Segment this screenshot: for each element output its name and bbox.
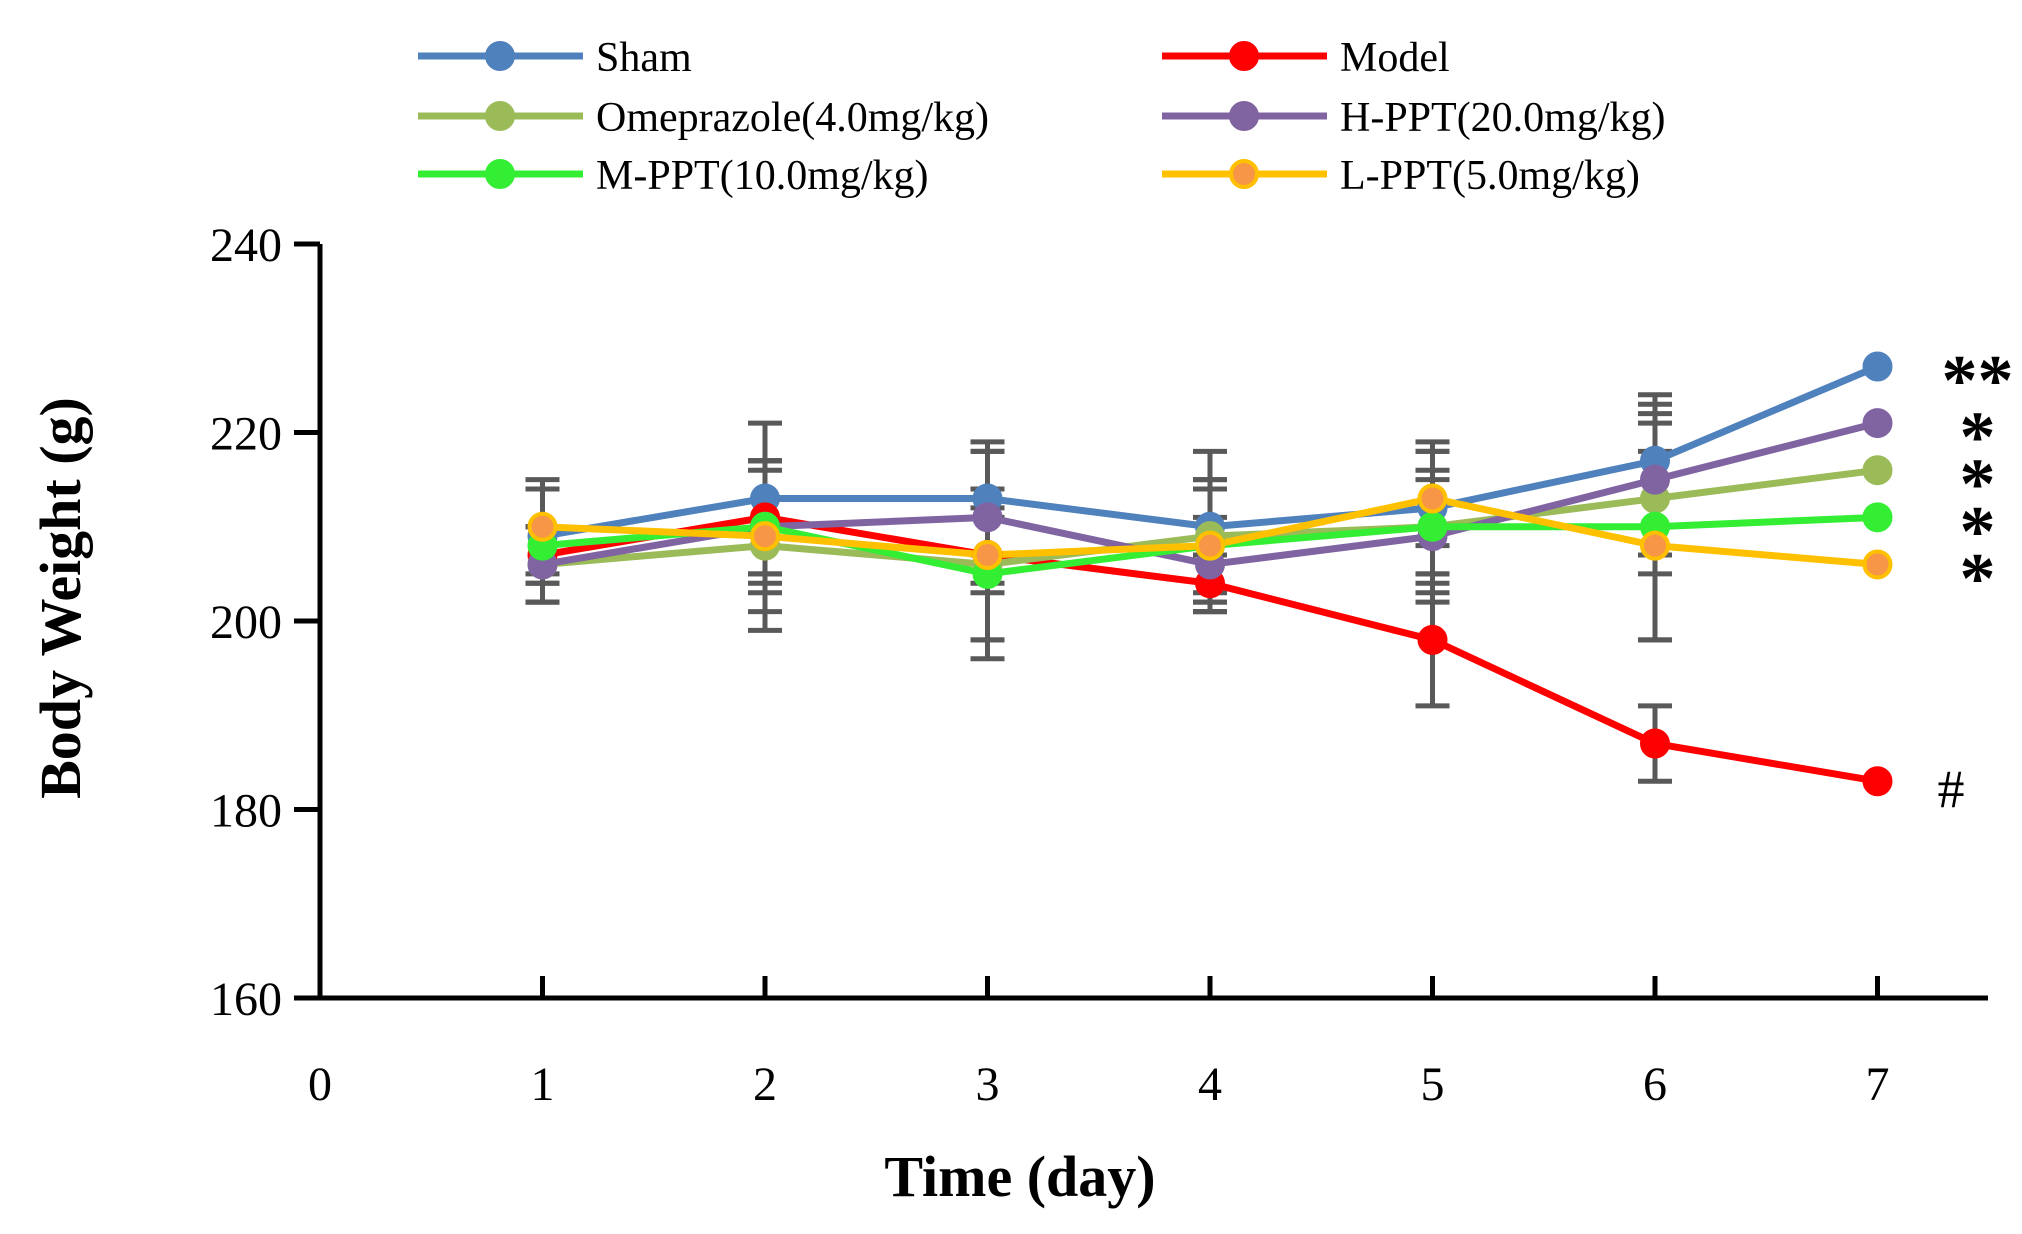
legend-label: Sham (596, 35, 692, 81)
data-point-l-ppt-5-0mg-kg (527, 511, 558, 542)
legend-marker-swatch (485, 159, 515, 189)
legend-marker-swatch (485, 41, 515, 71)
x-tick-label: 0 (308, 1058, 332, 1111)
x-tick-label: 4 (1198, 1058, 1222, 1111)
legend-label: L-PPT(5.0mg/kg) (1340, 153, 1640, 199)
y-tick-label: 240 (210, 219, 282, 272)
ticks: 0 1 2 3 4 5 6 7 160 180 200 220 240 (210, 219, 1890, 1111)
x-tick-label: 5 (1421, 1058, 1445, 1111)
data-point-sham (1862, 351, 1893, 382)
x-tick-label: 7 (1866, 1058, 1890, 1111)
annotation-m-ppt-10-0mg-kg: * (1960, 491, 1996, 571)
data-point-l-ppt-5-0mg-kg (1195, 530, 1225, 561)
data-point-model (1640, 728, 1670, 759)
legend-item-m-ppt-10-0mg-kg: M-PPT(10.0mg/kg) (418, 153, 929, 199)
legend-item-l-ppt-5-0mg-kg: L-PPT(5.0mg/kg) (1162, 153, 1640, 199)
legend-marker-swatch (1229, 101, 1259, 131)
y-tick-label: 220 (210, 408, 282, 461)
legend-item-h-ppt-20-0mg-kg: H-PPT(20.0mg/kg) (1162, 95, 1666, 141)
data-point-model (1417, 624, 1448, 655)
error-bars (525, 392, 1672, 784)
data-point-m-ppt-10-0mg-kg (1417, 511, 1448, 542)
data-point-l-ppt-5-0mg-kg (1640, 530, 1670, 561)
annotation-h-ppt-20-0mg-kg: * (1960, 397, 1996, 477)
annotation-sham: ** (1942, 341, 2014, 421)
legend-item-model: Model (1162, 35, 1450, 81)
x-tick-label: 2 (753, 1058, 777, 1111)
data-point-h-ppt-20-0mg-kg (972, 502, 1003, 533)
y-tick-label: 180 (210, 785, 282, 838)
y-tick-label: 160 (210, 973, 282, 1026)
data-point-l-ppt-5-0mg-kg (1862, 549, 1893, 580)
y-axis-title: Body Weight (g) (28, 397, 93, 799)
legend-marker-swatch (485, 101, 515, 131)
data-point-l-ppt-5-0mg-kg (972, 540, 1003, 571)
data-point-h-ppt-20-0mg-kg (1640, 464, 1670, 495)
data-point-l-ppt-5-0mg-kg (750, 521, 780, 552)
data-point-l-ppt-5-0mg-kg (1417, 483, 1448, 514)
data-point-model (1862, 766, 1893, 797)
axes (317, 244, 1988, 1001)
legend-marker-swatch (1229, 41, 1259, 71)
x-tick-label: 1 (531, 1058, 555, 1111)
legend-item-omeprazole-4-0mg-kg: Omeprazole(4.0mg/kg) (418, 95, 989, 141)
annotation-model: # (1938, 759, 1965, 819)
x-tick-label: 3 (976, 1058, 1000, 1111)
y-tick-label: 200 (210, 596, 282, 649)
data-point-omeprazole-4-0mg-kg (1862, 455, 1893, 486)
data-point-h-ppt-20-0mg-kg (1862, 408, 1893, 439)
legend-label: Omeprazole(4.0mg/kg) (596, 95, 989, 141)
data-point-m-ppt-10-0mg-kg (1862, 502, 1893, 533)
x-tick-label: 6 (1643, 1058, 1667, 1111)
annotation-l-ppt-5-0mg-kg: * (1960, 538, 1996, 618)
markers (527, 351, 1893, 797)
legend-label: Model (1340, 35, 1450, 81)
significance-annotations: **#**** (1938, 341, 2014, 820)
legend: Sham Model Omeprazole(4.0mg/kg) H-PPT(20.0m… (418, 35, 1666, 199)
legend-item-sham: Sham (418, 35, 692, 81)
legend-marker-swatch (1229, 159, 1259, 189)
annotation-omeprazole-4-0mg-kg: * (1960, 444, 1996, 524)
legend-label: M-PPT(10.0mg/kg) (596, 153, 929, 199)
x-axis-title: Time (day) (884, 1144, 1155, 1209)
legend-label: H-PPT(20.0mg/kg) (1340, 95, 1666, 141)
